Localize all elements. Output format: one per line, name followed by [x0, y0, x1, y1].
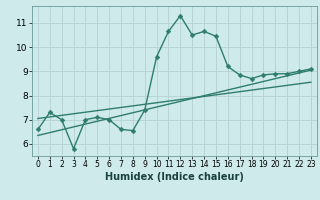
X-axis label: Humidex (Indice chaleur): Humidex (Indice chaleur) — [105, 172, 244, 182]
